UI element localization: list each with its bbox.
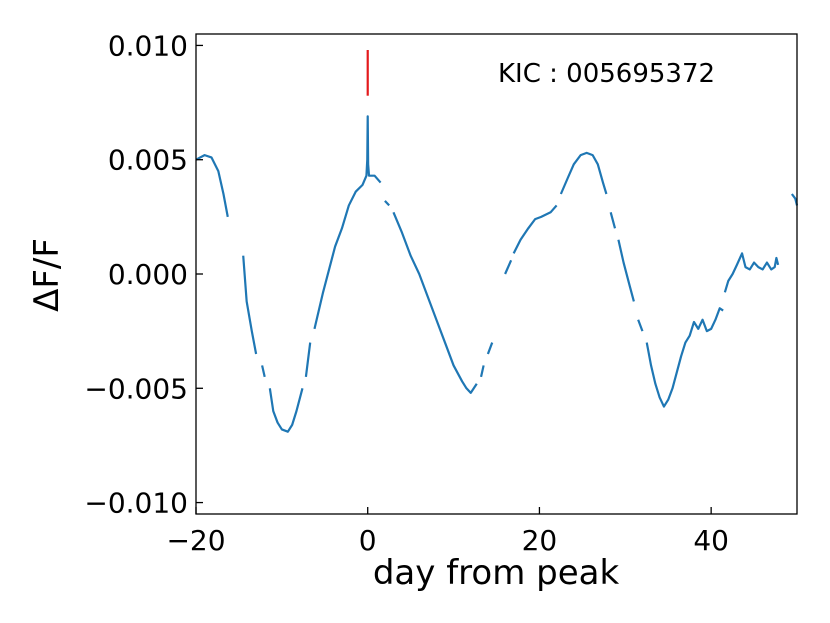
y-tick-label: 0.005 — [108, 144, 188, 177]
y-tick-label: 0.000 — [108, 258, 188, 291]
y-tick-label: −0.010 — [84, 487, 188, 520]
y-tick-label: 0.010 — [108, 29, 188, 62]
series-segment — [637, 319, 644, 332]
plot-background — [196, 34, 797, 514]
y-axis: −0.010 −0.005 0.000 0.005 0.010 — [84, 29, 203, 520]
series-segment — [609, 212, 617, 229]
series-segment — [723, 252, 780, 293]
series-segment — [392, 211, 478, 394]
annotation-kic: KIC : 005695372 — [498, 59, 715, 89]
series-segment — [242, 255, 258, 355]
y-axis-label: ΔF/F — [27, 238, 67, 312]
series-layer — [195, 115, 799, 433]
y-tick-label: −0.005 — [84, 372, 188, 405]
series-segment — [384, 200, 390, 207]
series-segment — [512, 204, 558, 254]
x-tick-label: 20 — [522, 524, 558, 557]
x-tick-label: 40 — [693, 524, 729, 557]
series-segment — [617, 239, 635, 302]
series-segment — [304, 342, 312, 377]
series-segment — [261, 365, 266, 378]
series-segment — [313, 115, 382, 330]
series-segment — [559, 151, 608, 195]
series-segment — [479, 365, 485, 378]
x-tick-label: 0 — [359, 524, 377, 557]
series-segment — [645, 307, 724, 408]
x-axis-label: day from peak — [373, 553, 620, 593]
x-tick-label: −20 — [166, 524, 225, 557]
series-segment — [268, 388, 304, 433]
series-segment — [195, 154, 229, 218]
x-axis: −20 0 20 40 — [166, 507, 729, 557]
series-segment — [504, 259, 513, 275]
series-segment — [486, 342, 494, 355]
